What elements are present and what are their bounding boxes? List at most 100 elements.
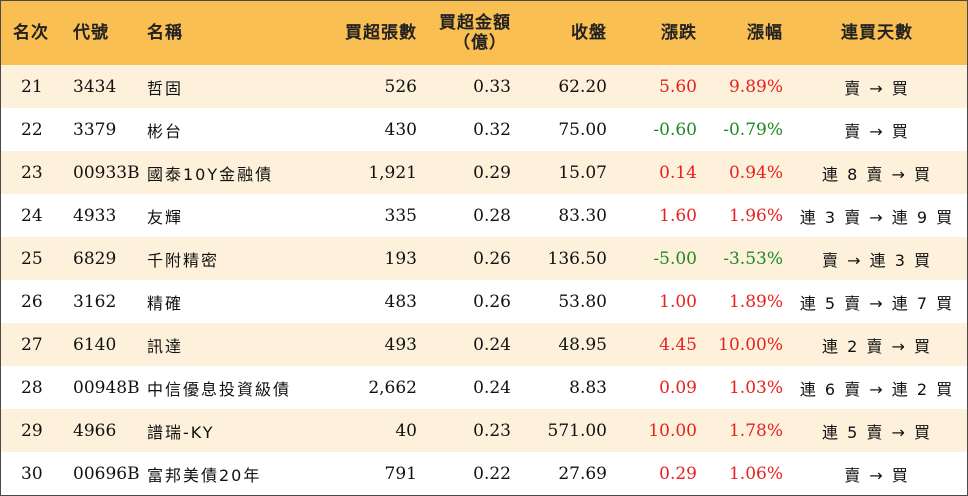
cell-volume: 40 [395,420,417,441]
table-row: 25 6829 千附精密 193 0.26 136.50 -5.00 -3.53% 賣 → 連 … [1,237,967,280]
cell-amount: 0.29 [473,162,511,183]
cell-days: 賣 → 連 3 買 [822,250,932,270]
header-change-pct: 漲幅 [747,23,783,43]
cell-name: 精確 [147,293,184,313]
cell-code: 3162 [73,291,117,312]
cell-rank: 30 [21,463,43,484]
cell-name: 友輝 [147,207,184,227]
cell-days: 連 2 賣 → 買 [822,336,932,356]
cell-change: 0.29 [659,463,697,484]
cell-volume: 1,921 [368,162,417,183]
cell-close: 27.69 [558,463,607,484]
cell-change-pct: 9.89% [728,76,783,97]
cell-amount: 0.28 [473,205,511,226]
table-row: 23 00933B 國泰10Y金融債 1,921 0.29 15.07 0.14 0.94% 連… [1,151,967,194]
header-row: 名次 代號 名稱 買超張數 買超金額 （億） 收盤 漲跌 漲幅 連買天數 [1,1,967,65]
table-row: 24 4933 友輝 335 0.28 83.30 1.60 1.96% 連 3 賣 → 連 9… [1,194,967,237]
cell-change-pct: 1.06% [728,463,783,484]
cell-change-pct: 1.78% [728,420,783,441]
header-rank: 名次 [13,23,49,43]
cell-code: 00696B [73,463,140,484]
cell-amount: 0.32 [473,119,511,140]
cell-close: 53.80 [558,291,607,312]
cell-close: 8.83 [569,377,607,398]
cell-change: 0.14 [659,162,697,183]
header-days: 連買天數 [841,23,913,43]
cell-rank: 21 [21,76,43,97]
cell-name: 千附精密 [147,250,220,270]
cell-change: -5.00 [653,248,697,269]
cell-amount: 0.26 [473,291,511,312]
cell-rank: 22 [21,119,43,140]
table-row: 29 4966 譜瑞-KY 40 0.23 571.00 10.00 1.78% 連 5 賣 →… [1,409,967,452]
cell-amount: 0.24 [473,334,511,355]
cell-rank: 28 [21,377,43,398]
table-row: 30 00696B 富邦美債20年 791 0.22 27.69 0.29 1.06% 賣 → … [1,452,967,495]
cell-code: 4933 [73,205,117,226]
cell-rank: 26 [21,291,43,312]
cell-volume: 193 [384,248,417,269]
header-amount-line1: 買超金額 [439,13,511,33]
header-name: 名稱 [147,23,183,43]
cell-change: 4.45 [659,334,697,355]
cell-amount: 0.24 [473,377,511,398]
cell-volume: 526 [384,76,417,97]
cell-code: 3379 [73,119,117,140]
cell-change: 1.60 [659,205,697,226]
cell-name: 國泰10Y金融債 [147,164,274,184]
cell-change-pct: 0.94% [728,162,783,183]
cell-volume: 483 [384,291,417,312]
cell-days: 連 5 賣 → 買 [822,422,932,442]
cell-days: 連 8 賣 → 買 [822,164,932,184]
cell-days: 連 6 賣 → 連 2 買 [799,379,955,399]
cell-code: 6140 [73,334,117,355]
cell-amount: 0.33 [473,76,511,97]
cell-rank: 27 [21,334,43,355]
cell-change-pct: 1.96% [728,205,783,226]
header-code: 代號 [73,23,109,43]
cell-code: 00948B [73,377,140,398]
cell-volume: 493 [384,334,417,355]
cell-change-pct: -0.79% [723,119,783,140]
cell-close: 15.07 [558,162,607,183]
cell-code: 4966 [73,420,117,441]
cell-amount: 0.26 [473,248,511,269]
header-amount: 買超金額 （億） [417,1,517,65]
cell-change-pct: 10.00% [718,334,783,355]
cell-volume: 2,662 [368,377,417,398]
header-close: 收盤 [571,23,607,43]
cell-days: 賣 → 買 [844,78,910,98]
table-row: 28 00948B 中信優息投資級債 2,662 0.24 8.83 0.09 1.03% 連 … [1,366,967,409]
cell-rank: 23 [21,162,43,183]
table-row: 27 6140 訊達 493 0.24 48.95 4.45 10.00% 連 2 賣 → 買 [1,323,967,366]
cell-days: 賣 → 買 [844,465,910,485]
cell-name: 富邦美債20年 [147,465,262,485]
cell-change-pct: -3.53% [723,248,783,269]
cell-name: 哲固 [147,78,184,98]
table-row: 21 3434 哲固 526 0.33 62.20 5.60 9.89% 賣 → 買 [1,65,967,108]
table-row: 22 3379 彬台 430 0.32 75.00 -0.60 -0.79% 賣 → 買 [1,108,967,151]
cell-close: 136.50 [547,248,607,269]
cell-name: 彬台 [147,121,184,141]
cell-close: 48.95 [558,334,607,355]
cell-change: 10.00 [648,420,697,441]
cell-volume: 335 [384,205,417,226]
cell-rank: 25 [21,248,43,269]
cell-rank: 24 [21,205,43,226]
cell-close: 62.20 [558,76,607,97]
cell-volume: 430 [384,119,417,140]
cell-close: 75.00 [558,119,607,140]
cell-change-pct: 1.03% [728,377,783,398]
cell-change: 0.09 [659,377,697,398]
cell-change: 1.00 [659,291,697,312]
cell-name: 中信優息投資級債 [147,379,292,399]
cell-amount: 0.22 [473,463,511,484]
cell-name: 訊達 [147,336,184,356]
cell-rank: 29 [21,420,43,441]
cell-close: 571.00 [547,420,607,441]
header-amount-line2: （億） [453,33,507,53]
cell-code: 3434 [73,76,117,97]
cell-change-pct: 1.89% [728,291,783,312]
